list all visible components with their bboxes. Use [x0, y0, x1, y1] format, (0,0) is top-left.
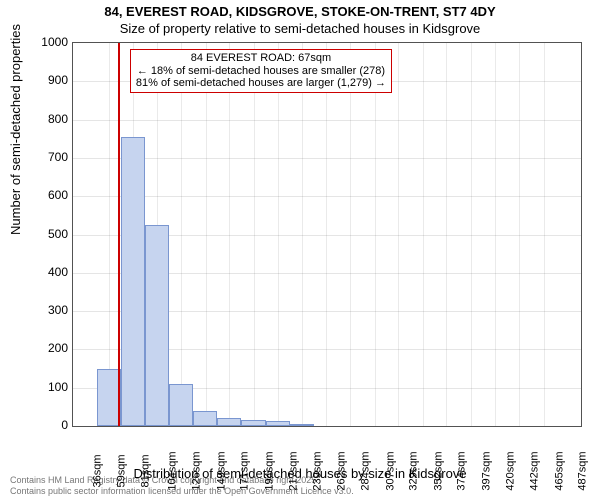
x-tick-label: 284sqm	[360, 451, 372, 490]
chart-title-line1: 84, EVEREST ROAD, KIDSGROVE, STOKE-ON-TR…	[0, 4, 600, 19]
x-tick-label: 465sqm	[553, 451, 565, 490]
x-tick-label: 59sqm	[116, 454, 128, 487]
gridline-v	[206, 43, 207, 426]
attribution-line1: Contains HM Land Registry data © Crown c…	[10, 475, 354, 486]
attribution-line2: Contains public sector information licen…	[10, 486, 354, 497]
histogram-bar	[266, 421, 290, 426]
x-tick-label: 81sqm	[139, 454, 151, 487]
y-tick-label: 600	[28, 188, 68, 202]
y-tick-label: 900	[28, 73, 68, 87]
plot-area: 84 EVEREST ROAD: 67sqm← 18% of semi-deta…	[72, 42, 582, 427]
gridline-v	[229, 43, 230, 426]
gridline-v	[254, 43, 255, 426]
histogram-bar	[169, 384, 193, 426]
x-tick-label: 171sqm	[239, 451, 251, 490]
x-tick-label: 442sqm	[529, 451, 541, 490]
annotation-box: 84 EVEREST ROAD: 67sqm← 18% of semi-deta…	[130, 49, 392, 93]
x-tick-label: 307sqm	[384, 451, 396, 490]
y-tick-label: 100	[28, 380, 68, 394]
gridline-v	[423, 43, 424, 426]
gridline-v	[375, 43, 376, 426]
annotation-smaller: ← 18% of semi-detached houses are smalle…	[136, 65, 386, 78]
x-tick-label: 239sqm	[311, 451, 323, 490]
attribution-text: Contains HM Land Registry data © Crown c…	[10, 475, 354, 497]
y-tick-label: 700	[28, 150, 68, 164]
x-tick-label: 487sqm	[577, 451, 589, 490]
y-tick-label: 200	[28, 341, 68, 355]
y-tick-label: 300	[28, 303, 68, 317]
x-tick-label: 329sqm	[408, 451, 420, 490]
x-tick-label: 126sqm	[191, 451, 203, 490]
x-tick-label: 217sqm	[288, 451, 300, 490]
histogram-bar	[241, 420, 265, 426]
annotation-larger: 81% of semi-detached houses are larger (…	[136, 77, 386, 90]
x-tick-label: 262sqm	[336, 451, 348, 490]
gridline-v	[446, 43, 447, 426]
gridline-v	[278, 43, 279, 426]
x-tick-label: 104sqm	[167, 451, 179, 490]
y-tick-label: 1000	[28, 35, 68, 49]
x-tick-label: 194sqm	[263, 451, 275, 490]
histogram-bar	[121, 137, 145, 426]
gridline-v	[544, 43, 545, 426]
histogram-bar	[193, 411, 217, 426]
x-tick-label: 420sqm	[505, 451, 517, 490]
y-tick-label: 500	[28, 227, 68, 241]
y-tick-label: 0	[28, 418, 68, 432]
gridline-v	[495, 43, 496, 426]
x-tick-label: 36sqm	[91, 454, 103, 487]
gridline-v	[326, 43, 327, 426]
gridline-v	[398, 43, 399, 426]
gridline-v	[302, 43, 303, 426]
chart-container: 84, EVEREST ROAD, KIDSGROVE, STOKE-ON-TR…	[0, 0, 600, 500]
gridline-v	[181, 43, 182, 426]
gridline-v	[519, 43, 520, 426]
y-tick-label: 400	[28, 265, 68, 279]
x-tick-label: 397sqm	[480, 451, 492, 490]
x-tick-label: 374sqm	[456, 451, 468, 490]
gridline-v	[350, 43, 351, 426]
chart-title-line2: Size of property relative to semi-detach…	[0, 21, 600, 36]
annotation-title: 84 EVEREST ROAD: 67sqm	[136, 52, 386, 65]
y-tick-label: 800	[28, 112, 68, 126]
y-axis-label: Number of semi-detached properties	[8, 24, 23, 235]
x-tick-label: 149sqm	[215, 451, 227, 490]
property-marker-line	[118, 43, 120, 426]
x-tick-label: 352sqm	[432, 451, 444, 490]
histogram-bar	[145, 225, 169, 426]
histogram-bar	[217, 418, 241, 426]
histogram-bar	[290, 424, 314, 426]
gridline-v	[471, 43, 472, 426]
